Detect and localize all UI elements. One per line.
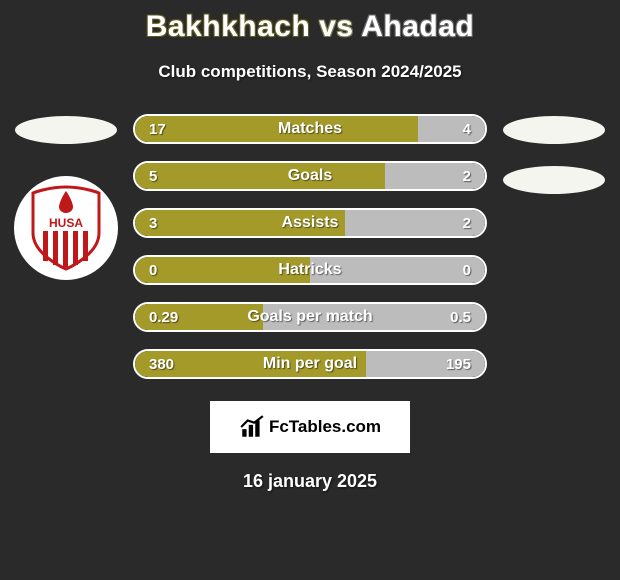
stat-label: Assists [135, 214, 485, 232]
stat-label: Goals [135, 167, 485, 185]
stat-label: Goals per match [135, 308, 485, 326]
left-logos-column: HUSA [11, 114, 121, 379]
husa-shield-icon: HUSA [29, 185, 103, 271]
team-logo-oval-right-1 [503, 116, 605, 144]
team-logo-oval-right-2 [503, 166, 605, 194]
stat-bar-goals: 52Goals [133, 161, 487, 191]
subtitle: Club competitions, Season 2024/2025 [0, 62, 620, 82]
stat-label: Min per goal [135, 355, 485, 373]
husa-logo: HUSA [14, 176, 118, 280]
stat-bar-goals-per-match: 0.290.5Goals per match [133, 302, 487, 332]
right-logos-column [499, 114, 609, 379]
team-logo-oval-left [15, 116, 117, 144]
stat-bars-column: 174Matches 52Goals 32Assists 00Hatricks 0.29… [133, 114, 487, 379]
brand-badge: FcTables.com [210, 401, 410, 453]
brand-chart-icon [239, 414, 265, 440]
player1-name: Bakhkhach [146, 10, 311, 43]
stat-bar-hatricks: 00Hatricks [133, 255, 487, 285]
stat-bar-matches: 174Matches [133, 114, 487, 144]
stat-label: Hatricks [135, 261, 485, 279]
date-text: 16 january 2025 [0, 471, 620, 492]
stat-bar-assists: 32Assists [133, 208, 487, 238]
player2-name: Ahadad [361, 10, 474, 43]
stat-bar-min-per-goal: 380195Min per goal [133, 349, 487, 379]
stat-label: Matches [135, 120, 485, 138]
page-title: Bakhkhach vs Ahadad [0, 10, 620, 44]
comparison-infographic: Bakhkhach vs Ahadad Club competitions, S… [0, 0, 620, 492]
main-row: HUSA 174Matches 52Goals 32Assists 00Hatrick… [0, 114, 620, 379]
vs-text: vs [319, 10, 353, 43]
husa-text: HUSA [49, 216, 83, 230]
brand-text: FcTables.com [269, 417, 381, 437]
